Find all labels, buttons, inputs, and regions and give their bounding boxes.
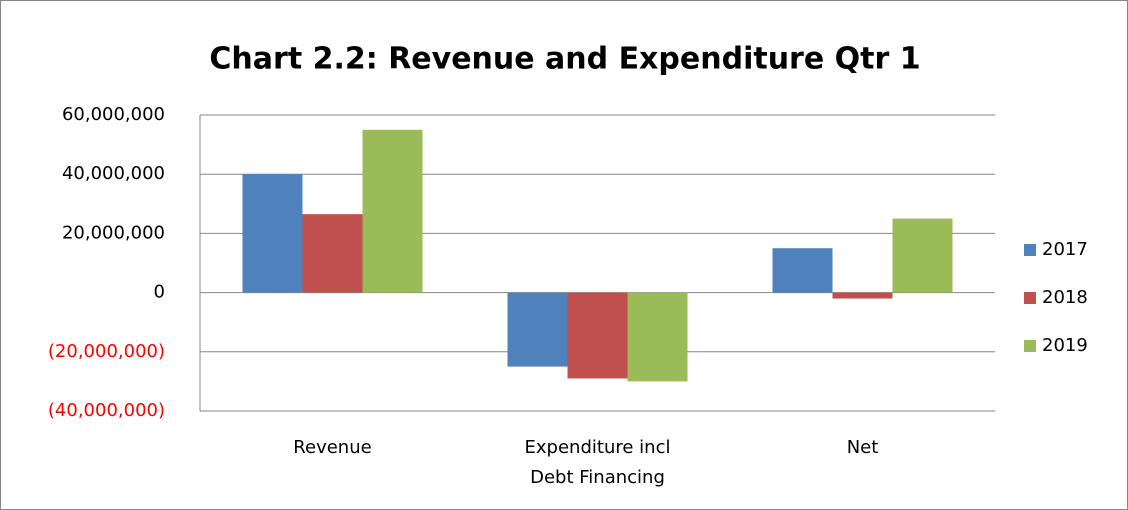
legend-swatch: [1024, 244, 1036, 256]
y-tick-label: 60,000,000: [62, 104, 165, 125]
y-tick-label: (20,000,000): [48, 341, 165, 362]
x-tick-label: Net: [846, 437, 879, 458]
bar: [627, 292, 688, 382]
legend-label: 2017: [1042, 239, 1088, 260]
x-tick-label: Revenue: [293, 437, 372, 458]
legend-label: 2019: [1042, 335, 1088, 356]
y-tick-label: 0: [154, 282, 165, 303]
bar: [832, 292, 893, 299]
bar: [507, 292, 568, 367]
y-tick-label: 40,000,000: [62, 163, 165, 184]
legend-label: 2018: [1042, 287, 1088, 308]
bar: [302, 214, 363, 293]
bar: [892, 218, 953, 293]
bar: [772, 248, 833, 293]
bar: [567, 292, 628, 379]
x-tick-label: Expenditure incl Debt Financing: [524, 437, 671, 488]
bar: [242, 174, 303, 293]
bar: [362, 129, 423, 293]
y-tick-label: 20,000,000: [62, 222, 165, 243]
y-tick-label: (40,000,000): [48, 400, 165, 421]
chart-title: Chart 2.2: Revenue and Expenditure Qtr 1: [209, 42, 920, 77]
legend-swatch: [1024, 340, 1036, 352]
legend-swatch: [1024, 292, 1036, 304]
